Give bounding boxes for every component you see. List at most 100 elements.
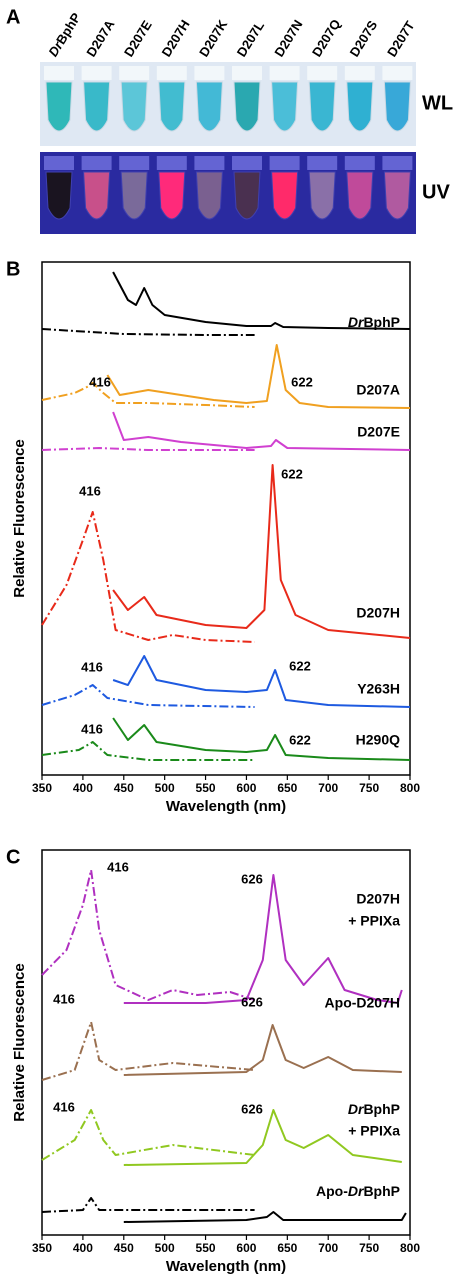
excitation-curve bbox=[41, 684, 255, 708]
emission-curve bbox=[112, 655, 411, 708]
tube bbox=[83, 171, 111, 220]
x-tick-label: 400 bbox=[73, 781, 93, 795]
row-label: UV bbox=[422, 181, 450, 203]
x-axis-title: Wavelength (nm) bbox=[166, 798, 286, 815]
tube bbox=[383, 81, 411, 132]
tube-cap bbox=[119, 66, 150, 80]
y-axis-title: Relative Fluorescence bbox=[11, 439, 28, 597]
sample-label: D207H bbox=[356, 891, 400, 907]
peak-label: 622 bbox=[289, 658, 311, 673]
tube-cap bbox=[307, 66, 338, 80]
emission-curve bbox=[112, 717, 411, 761]
tube-cap bbox=[81, 66, 112, 80]
tube bbox=[83, 81, 111, 132]
sample-label: D207E bbox=[357, 424, 400, 440]
x-tick-label: 800 bbox=[400, 1241, 420, 1255]
emission-curve bbox=[123, 1211, 407, 1223]
x-tick-label: 750 bbox=[359, 781, 379, 795]
x-tick-label: 650 bbox=[277, 781, 297, 795]
x-tick-label: 550 bbox=[196, 1241, 216, 1255]
emission-curve bbox=[106, 344, 411, 409]
peak-label: 416 bbox=[89, 374, 111, 389]
tube bbox=[195, 81, 223, 132]
tube bbox=[346, 81, 374, 132]
sample-label: Apo-DrBphP bbox=[316, 1183, 400, 1199]
tube bbox=[195, 171, 223, 220]
excitation-curve bbox=[41, 447, 255, 451]
tube bbox=[45, 171, 73, 220]
tube bbox=[346, 171, 374, 220]
emission-curve bbox=[123, 874, 403, 1004]
emission-curve bbox=[123, 1024, 402, 1076]
panel-label: B bbox=[6, 258, 20, 280]
tube bbox=[271, 81, 299, 132]
tube-cap bbox=[307, 156, 338, 170]
peak-label: 622 bbox=[289, 732, 311, 747]
plot-frame bbox=[41, 261, 411, 776]
tube bbox=[120, 171, 148, 220]
x-tick-label: 700 bbox=[318, 781, 338, 795]
x-tick-label: 700 bbox=[318, 1241, 338, 1255]
x-tick-label: 350 bbox=[32, 781, 52, 795]
tube-cap bbox=[344, 66, 375, 80]
sample-label: DrBphP bbox=[348, 314, 400, 330]
sample-label: D207A bbox=[356, 382, 400, 398]
sample-label: + PPIXa bbox=[348, 1123, 400, 1139]
peak-label: 626 bbox=[241, 1101, 263, 1116]
peak-label: 622 bbox=[291, 374, 313, 389]
tube-cap bbox=[156, 66, 187, 80]
x-tick-label: 450 bbox=[114, 1241, 134, 1255]
tube-cap bbox=[269, 156, 300, 170]
excitation-curve bbox=[41, 382, 255, 408]
excitation-curve bbox=[41, 328, 255, 336]
x-tick-label: 350 bbox=[32, 1241, 52, 1255]
tube bbox=[120, 81, 148, 132]
tube bbox=[158, 81, 186, 132]
excitation-curve bbox=[41, 741, 255, 761]
tube-cap bbox=[232, 156, 262, 170]
tube-cap bbox=[119, 156, 150, 170]
peak-label: 626 bbox=[241, 871, 263, 886]
peak-label: 416 bbox=[53, 1099, 75, 1114]
x-tick-label: 600 bbox=[236, 781, 256, 795]
tube bbox=[45, 81, 73, 132]
tube bbox=[308, 81, 336, 132]
sample-label: D207H bbox=[356, 605, 400, 621]
sample-label: Y263H bbox=[357, 681, 400, 697]
tube-cap bbox=[269, 66, 300, 80]
emission-curve bbox=[112, 464, 411, 639]
sample-label: Apo-D207H bbox=[325, 995, 400, 1011]
peak-label: 416 bbox=[79, 483, 101, 498]
y-axis-title: Relative Fluorescence bbox=[11, 963, 28, 1121]
tube-cap bbox=[194, 66, 225, 80]
emission-curve bbox=[112, 411, 411, 451]
tube-cap bbox=[194, 156, 225, 170]
panel-label: A bbox=[6, 6, 20, 28]
sample-label: + PPIXa bbox=[348, 913, 400, 929]
tube-cap bbox=[44, 156, 74, 170]
tube-cap bbox=[81, 156, 112, 170]
row-label: WL bbox=[422, 92, 453, 114]
tube bbox=[308, 171, 336, 220]
tube-cap bbox=[382, 156, 413, 170]
tube-cap bbox=[156, 156, 187, 170]
excitation-curve bbox=[41, 511, 255, 643]
tube-cap bbox=[344, 156, 375, 170]
excitation-curve bbox=[41, 1109, 255, 1161]
tube-cap bbox=[44, 66, 74, 80]
x-tick-label: 500 bbox=[155, 1241, 175, 1255]
x-tick-label: 600 bbox=[236, 1241, 256, 1255]
sample-label: DrBphP bbox=[348, 1101, 400, 1117]
peak-label: 416 bbox=[53, 991, 75, 1006]
emission-curve bbox=[112, 271, 411, 330]
x-tick-label: 550 bbox=[196, 781, 216, 795]
x-tick-label: 650 bbox=[277, 1241, 297, 1255]
panel-label: C bbox=[6, 846, 20, 868]
emission-curve bbox=[123, 1109, 402, 1166]
tube-cap bbox=[232, 66, 262, 80]
peak-label: 626 bbox=[241, 994, 263, 1009]
tube bbox=[233, 171, 261, 220]
excitation-curve bbox=[41, 1021, 255, 1081]
peak-label: 622 bbox=[281, 466, 303, 481]
excitation-curve bbox=[41, 1197, 255, 1213]
